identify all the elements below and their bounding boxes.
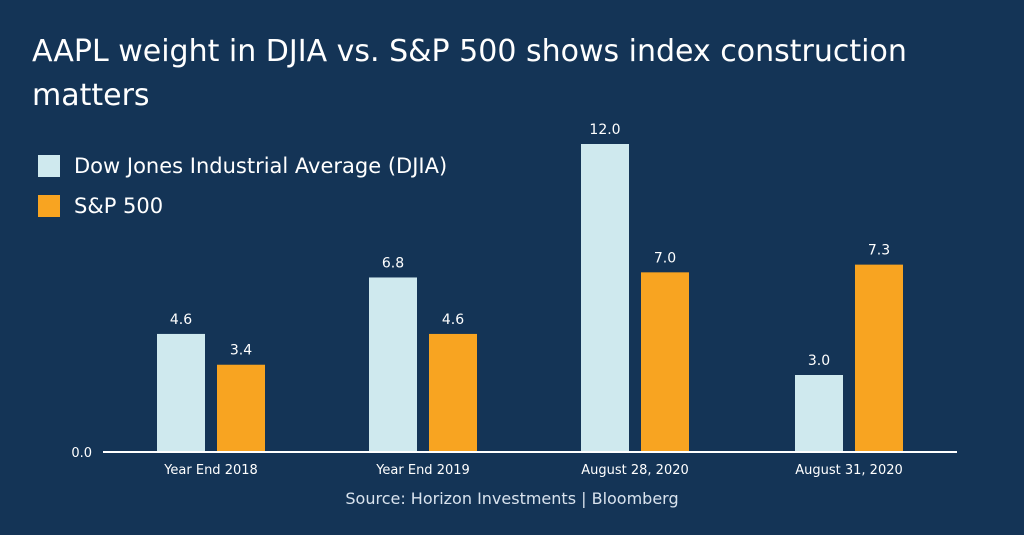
bar-sp500-3 xyxy=(641,272,689,452)
data-label-djia-4: 3.0 xyxy=(808,353,830,369)
bar-sp500-2 xyxy=(429,333,477,452)
data-label-djia-2: 6.8 xyxy=(382,255,404,271)
data-label-sp500-2: 4.6 xyxy=(442,312,464,328)
legend-label-djia: Dow Jones Industrial Average (DJIA) xyxy=(74,154,448,178)
legend-swatch-djia xyxy=(38,155,60,177)
data-label-djia-3: 12.0 xyxy=(589,122,620,138)
legend-item-djia: Dow Jones Industrial Average (DJIA) xyxy=(38,146,447,186)
x-tick-label-4: August 31, 2020 xyxy=(795,463,903,478)
data-label-sp500-3: 7.0 xyxy=(654,250,676,266)
source-note: Source: Horizon Investments | Bloomberg xyxy=(345,489,679,508)
data-label-sp500-4: 7.3 xyxy=(868,243,890,259)
data-label-djia-1: 4.6 xyxy=(170,312,192,328)
bar-sp500-1 xyxy=(217,364,265,452)
y-tick-label-1: 0.0 xyxy=(71,446,92,461)
bar-djia-2 xyxy=(369,277,417,452)
x-tick-label-3: August 28, 2020 xyxy=(581,463,689,478)
legend: Dow Jones Industrial Average (DJIA) S&P … xyxy=(38,146,447,226)
x-tick-label-1: Year End 2018 xyxy=(163,463,258,478)
bar-djia-1 xyxy=(157,333,205,452)
bar-djia-3 xyxy=(581,144,629,452)
legend-label-sp500: S&P 500 xyxy=(74,194,164,218)
legend-swatch-sp500 xyxy=(38,195,60,217)
legend-item-sp500: S&P 500 xyxy=(38,186,447,226)
data-label-sp500-1: 3.4 xyxy=(230,343,252,359)
bar-sp500-4 xyxy=(855,264,903,452)
bar-djia-4 xyxy=(795,375,843,452)
chart-title: AAPL weight in DJIA vs. S&P 500 shows in… xyxy=(32,34,907,113)
x-tick-label-2: Year End 2019 xyxy=(375,463,470,478)
